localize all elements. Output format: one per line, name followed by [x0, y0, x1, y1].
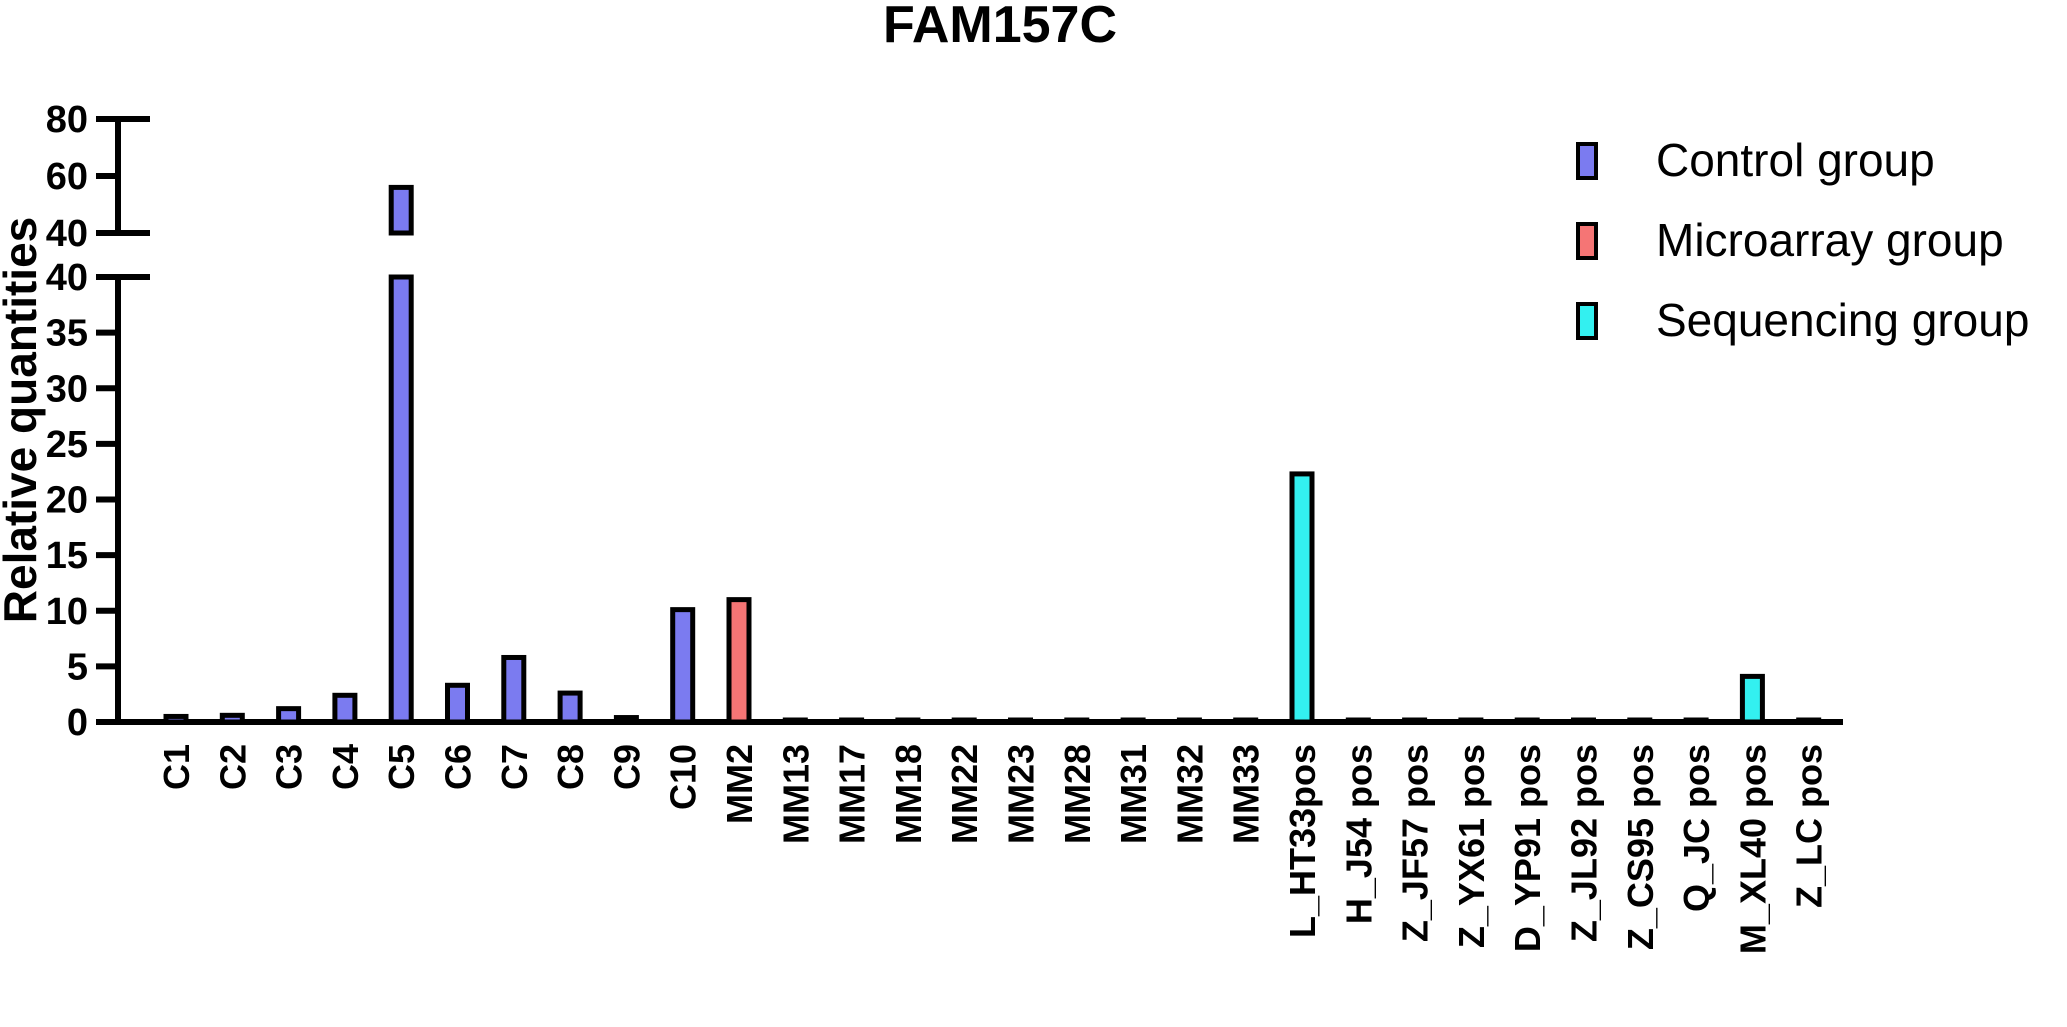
- y-tick-label: 15: [46, 535, 88, 577]
- y-tick-label: 80: [46, 99, 88, 141]
- bars: [163, 184, 1822, 725]
- x-tick-label: C2: [212, 744, 253, 790]
- y-tick-label: 35: [46, 313, 88, 355]
- bar-break-gap: [386, 236, 417, 274]
- x-tick-label: Q_JC pos: [1676, 744, 1717, 912]
- bar-c7: [501, 654, 527, 725]
- x-tick-label: C4: [325, 744, 366, 790]
- legend-label: Control group: [1656, 134, 1935, 186]
- x-tick-label: MM22: [944, 744, 985, 844]
- y-tick-label: 40: [46, 213, 88, 255]
- bar-mm32: [1176, 717, 1202, 725]
- y-tick-label: 60: [46, 156, 88, 198]
- y-tick-label: 40: [46, 257, 88, 299]
- bar-m-xl40-pos: [1739, 673, 1765, 725]
- x-tick-label: MM31: [1113, 744, 1154, 844]
- bar-c8: [557, 690, 583, 725]
- x-tick-label: Z_JL92 pos: [1564, 744, 1605, 942]
- bar-mm13: [782, 717, 808, 725]
- bar-c4: [332, 692, 358, 725]
- legend: Control group Microarray group Sequencing …: [1576, 134, 2029, 346]
- y-axis-label: Relative quantities: [0, 217, 46, 623]
- bar-mm31: [1120, 717, 1146, 725]
- y-tick-label: 30: [46, 368, 88, 410]
- bar-z-yx61-pos: [1458, 717, 1484, 725]
- y-tick-label: 5: [67, 646, 88, 688]
- x-tick-label: L_HT33pos: [1282, 744, 1323, 938]
- legend-swatch: [1576, 142, 1598, 180]
- bar-c6: [445, 682, 470, 725]
- y-tick-label: 25: [46, 424, 88, 466]
- x-tick-label: MM32: [1169, 744, 1210, 844]
- x-tick-label: C8: [550, 744, 591, 790]
- x-tick-label: MM23: [1001, 744, 1042, 844]
- bar-mm18: [895, 717, 921, 725]
- bar-c2: [219, 712, 245, 725]
- x-tick-labels: C1 C2 C3 C4 C5 C6 C7 C8 C9 C10 MM2 MM13 MM17 MM18 MM22…: [156, 744, 1830, 954]
- bar-c1: [163, 713, 189, 725]
- x-tick-label: MM33: [1226, 744, 1267, 844]
- bar-l-ht33pos: [1289, 471, 1315, 725]
- axes: [114, 116, 1843, 725]
- x-tick-label: Z_CS95 pos: [1620, 744, 1661, 950]
- x-tick-label: MM28: [1057, 744, 1098, 844]
- chart-title: FAM157C: [883, 0, 1117, 54]
- x-tick-label: C5: [381, 744, 422, 790]
- bar-c5: [388, 274, 414, 725]
- x-tick-label: Z_YX61 pos: [1451, 744, 1492, 948]
- bar-z-jl92-pos: [1571, 717, 1596, 725]
- bar-mm28: [1064, 717, 1090, 725]
- x-tick-label: MM17: [832, 744, 873, 844]
- bar-mm2: [726, 597, 752, 725]
- y-tick-label: 10: [46, 591, 88, 633]
- legend-swatch: [1576, 302, 1598, 340]
- bar-h-j54-pos: [1345, 717, 1371, 725]
- x-tick-label: C9: [606, 744, 647, 790]
- bar-z-cs95-pos: [1627, 717, 1653, 725]
- x-tick-label: MM13: [775, 744, 816, 844]
- x-tick-label: C1: [156, 744, 197, 790]
- legend-label: Sequencing group: [1656, 294, 2029, 346]
- x-tick-label: Z_LC pos: [1789, 744, 1830, 908]
- x-tick-label: C10: [663, 744, 704, 810]
- x-tick-label: Z_JF57 pos: [1395, 744, 1436, 942]
- bar-mm33: [1233, 717, 1259, 725]
- bar-c3: [276, 706, 302, 725]
- bar-mm22: [951, 717, 977, 725]
- bar-mm17: [839, 717, 865, 725]
- x-tick-label: D_YP91 pos: [1507, 744, 1548, 952]
- bar-mm23: [1008, 717, 1033, 725]
- x-tick-label: MM18: [888, 744, 929, 844]
- x-tick-label: C7: [494, 744, 535, 790]
- bar-q-jc-pos: [1683, 717, 1709, 725]
- legend-label: Microarray group: [1656, 214, 2004, 266]
- x-tick-label: C3: [269, 744, 310, 790]
- bar-z-jf57-pos: [1402, 717, 1428, 725]
- bar-c10: [670, 607, 696, 725]
- bar-d-yp91-pos: [1514, 717, 1540, 725]
- x-tick-label: C6: [438, 744, 479, 790]
- legend-swatch: [1576, 222, 1598, 260]
- y-tick-label: 20: [46, 480, 88, 522]
- bar-z-lc-pos: [1796, 717, 1822, 725]
- x-tick-label: MM2: [719, 744, 760, 824]
- bar-c9: [613, 715, 639, 725]
- y-tick-label: 0: [67, 702, 88, 744]
- x-tick-label: H_J54 pos: [1338, 744, 1379, 924]
- x-tick-label: M_XL40 pos: [1732, 744, 1773, 954]
- bar-c5-upper: [388, 184, 414, 236]
